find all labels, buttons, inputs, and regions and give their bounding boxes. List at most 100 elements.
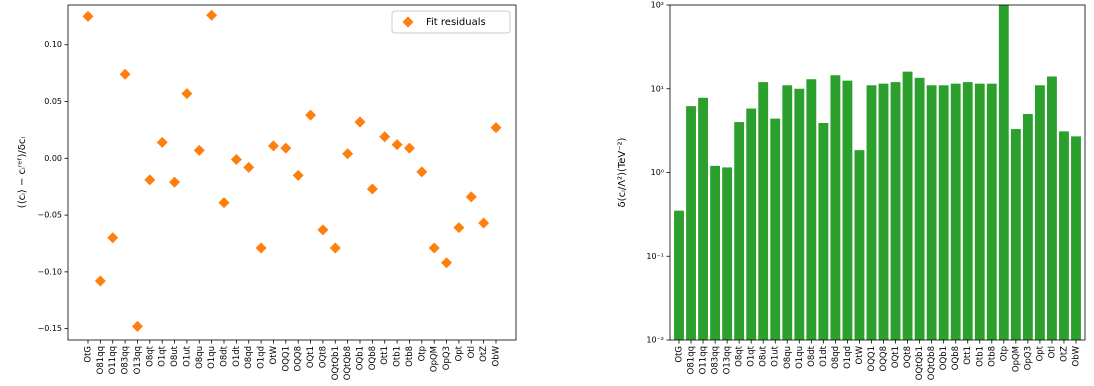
bar [950,83,961,340]
bar [962,82,973,341]
x-tick-label: OtZ [479,346,489,362]
y-tick-label: 0.00 [44,154,62,163]
x-tick-label: O83qq [711,346,721,374]
point [267,140,279,152]
x-tick-label: O8qd [831,346,841,369]
x-tick-label: O11qq [108,346,118,374]
legend-marker [402,16,414,28]
y-tick-label: −0.15 [37,324,62,333]
x-tick-label: OQb1 [356,346,366,370]
x-tick-label: O83qq [121,346,131,374]
bar [986,83,997,340]
point [230,153,242,165]
x-tick-label: O8qd [244,346,254,369]
x-tick-label: O1ut [182,345,192,366]
x-tick-label: O8qt [735,345,745,366]
x-tick-label: Otl [1047,346,1057,358]
x-tick-label: Otb1 [393,346,403,367]
bar [782,85,793,341]
axes-frame [67,4,517,341]
point [441,257,453,269]
point [181,88,193,100]
point [206,9,218,21]
point [169,176,181,188]
point [119,68,131,80]
bar [710,165,721,340]
x-tick-label: Otb8 [987,346,997,367]
y-axis-label: δ(cᵢ/Λ²)(TeV⁻²) [617,137,628,207]
x-tick-label: OQtQb8 [927,346,937,380]
x-tick-label: OpQM [430,346,440,372]
x-tick-label: Ott1 [380,346,390,365]
point [391,139,403,151]
x-tick-label: OtZ [1059,346,1069,362]
point [329,242,341,254]
x-tick-label: O11qq [699,346,709,374]
x-tick-label: O8ut [170,345,180,366]
x-tick-label: O1qu [207,346,217,369]
x-tick-label: O8qu [783,346,793,369]
x-tick-label: O1qt [747,345,757,366]
bar [974,83,985,340]
bar [770,118,781,340]
x-tick-label: OpQ3 [442,346,452,370]
x-tick-label: Otp [999,346,1009,361]
point [156,136,168,148]
bar [1034,85,1045,341]
x-tick-label: OpQM [1011,346,1021,372]
point [465,191,477,203]
point [478,217,490,229]
point [292,169,304,181]
bar [1071,136,1081,340]
x-tick-label: OtG [84,346,94,363]
y-tick-label: 10⁰ [651,168,664,177]
point [354,116,366,128]
x-tick-label: OQb8 [951,346,961,370]
x-tick-label: O8ut [759,345,769,366]
bar [758,82,769,341]
x-tick-label: ObW [1072,345,1082,366]
bar [842,80,853,340]
point [94,275,106,287]
x-tick-label: OpQ3 [1023,346,1033,370]
point [218,197,230,209]
bar [890,82,901,341]
bar [830,75,841,341]
x-tick-label: Otl [467,346,477,358]
legend-box [391,10,511,34]
x-tick-label: O1qd [257,346,267,369]
x-tick-label: OQQ8 [294,346,304,371]
x-tick-label: OQtQb8 [343,346,353,380]
x-tick-label: O13qq [723,346,733,374]
x-tick-label: O13qq [133,346,143,374]
x-tick-label: OQQ8 [879,346,889,371]
x-tick-label: O81qq [687,346,697,374]
point [428,242,440,254]
point [379,131,391,143]
y-tick-label: 0.10 [44,40,62,49]
point [144,174,156,186]
x-tick-label: Ott1 [963,346,973,365]
x-tick-label: OQt1 [306,346,316,368]
x-tick-label: OQtQb1 [915,346,925,380]
bar [1059,131,1069,340]
x-tick-label: O8dt [807,345,817,366]
point [131,320,143,332]
y-tick-label: 10⁻² [646,336,664,345]
point [490,122,502,134]
x-tick-label: O1dt [232,345,242,366]
x-tick-label: Otb1 [975,346,985,367]
bar [722,167,733,340]
y-tick-label: 10⁻¹ [646,252,664,261]
x-tick-label: O81qq [96,346,106,374]
bar [794,88,805,340]
bar [938,85,949,341]
y-axis-label: (⟨cᵢ⟩ − cᵢʳᵉᶠ)/δcᵢ [17,137,28,209]
bar [878,83,889,340]
x-tick-label: OQQ1 [281,346,291,371]
axes-frame [669,4,1086,341]
x-tick-label: Otb8 [405,346,415,367]
bar [698,97,708,340]
bar [686,106,696,340]
